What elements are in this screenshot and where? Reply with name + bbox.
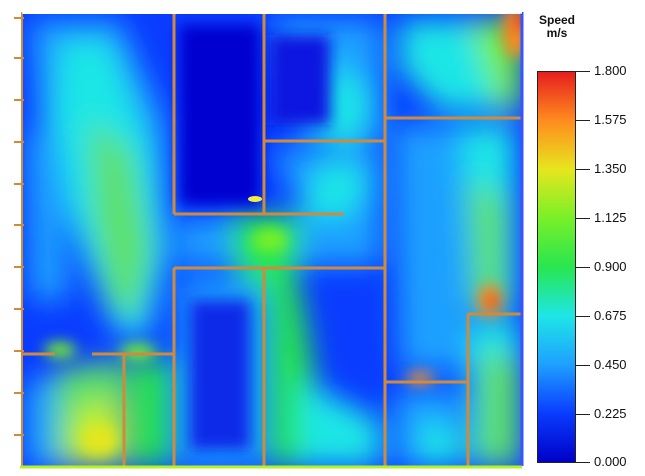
colorbar-tick	[576, 169, 590, 170]
boundary	[20, 10, 524, 469]
colorbar-label: 1.125	[594, 210, 627, 225]
velocity-field-plot	[14, 10, 524, 469]
colorbar-label: 0.450	[594, 357, 627, 372]
legend-title-quantity: Speed	[538, 13, 575, 27]
legend-title-unit: m/s	[546, 26, 568, 40]
colorbar-tick	[576, 120, 590, 121]
colorbar-tick	[576, 462, 590, 463]
colorbar-label: 0.225	[594, 406, 627, 421]
colorbar-label: 1.350	[594, 161, 627, 176]
left-inlet-markers	[14, 17, 24, 436]
colorbar-label: 1.800	[594, 63, 627, 78]
colorbar-label: 0.900	[594, 259, 627, 274]
colorbar-tick	[576, 218, 590, 219]
colorbar-label: 1.575	[594, 112, 627, 127]
colorbar-tick	[576, 316, 590, 317]
colorbar-tick	[576, 414, 590, 415]
colorbar-tick	[576, 365, 590, 366]
walls	[22, 14, 522, 466]
probe-marker	[248, 196, 262, 202]
speed-contours	[22, 14, 522, 466]
colorbar-label: 0.000	[594, 454, 627, 469]
colorbar-tick	[576, 71, 590, 72]
colorbar	[537, 71, 576, 463]
legend-title: Speed m/s	[530, 14, 584, 40]
colorbar-label: 0.675	[594, 308, 627, 323]
colorbar-tick	[576, 267, 590, 268]
